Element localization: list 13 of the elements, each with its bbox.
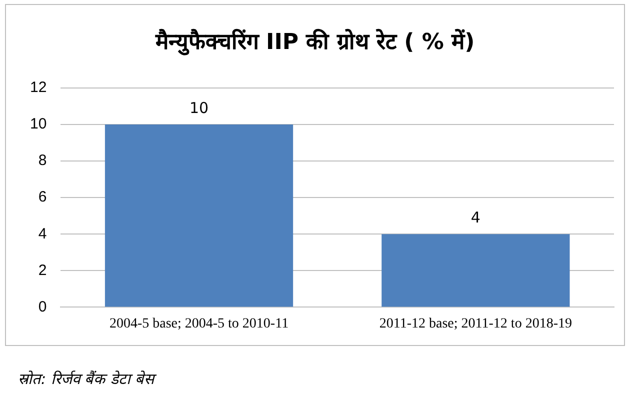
x-tick-label: 2004-5 base; 2004-5 to 2010-11	[109, 316, 289, 332]
y-tick-label: 2	[38, 262, 47, 279]
y-tick-label: 8	[38, 152, 47, 170]
chart-title: मैन्युफैक्चरिंग IIP की ग्रोथ रेट ( % में)	[154, 28, 476, 55]
data-label: 10	[189, 98, 209, 117]
y-tick-label: 6	[38, 188, 47, 206]
y-tick-label: 0	[38, 298, 47, 316]
y-tick-label: 12	[30, 79, 47, 96]
y-tick-label: 4	[38, 225, 47, 242]
text: स्रोत: रिर्जव बैंक डेटा बेस	[18, 369, 154, 388]
data-label: 4	[470, 208, 480, 227]
x-tick-label: 2011-12 base; 2011-12 to 2018-19	[379, 316, 572, 332]
y-tick-label: 10	[30, 116, 47, 133]
